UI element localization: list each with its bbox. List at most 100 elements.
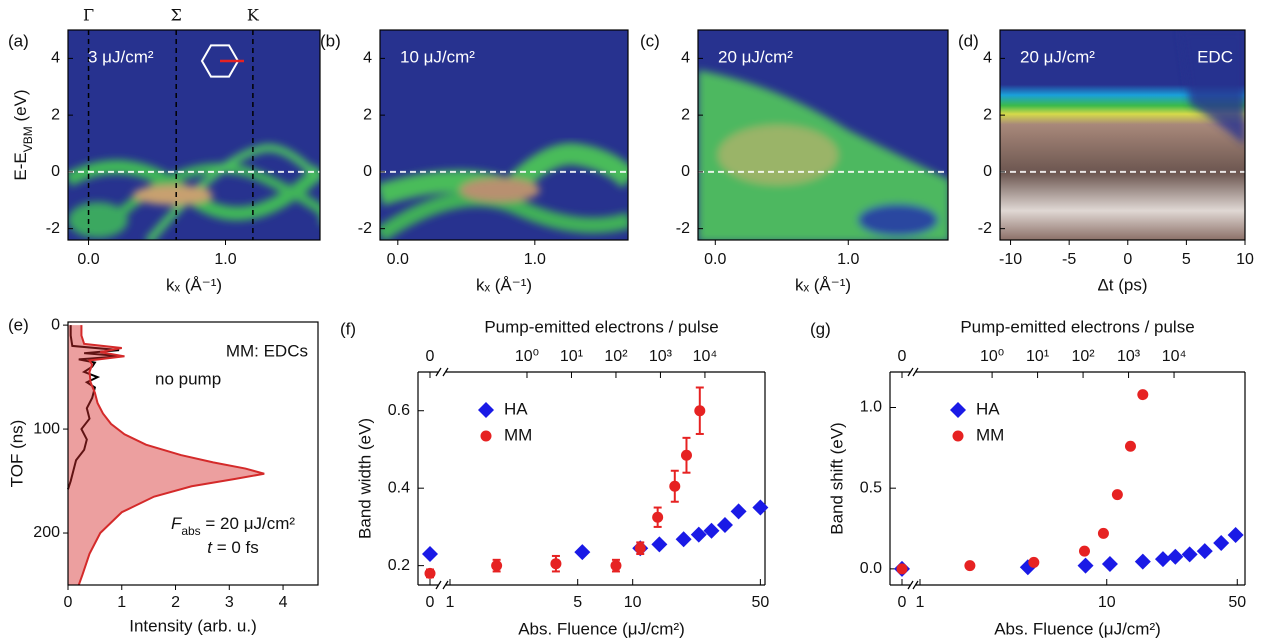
- intensity: [133, 185, 213, 205]
- x2-tick-label: 10¹: [560, 348, 583, 365]
- point: [1213, 535, 1230, 552]
- y-tick-label: -2: [46, 220, 60, 237]
- point: [669, 480, 681, 492]
- y-axis-label: Band width (eV): [355, 418, 374, 539]
- point: [1196, 543, 1213, 560]
- y-axis-label: TOF (ns): [7, 420, 26, 488]
- point: [491, 560, 503, 572]
- y-tick-label: 4: [983, 50, 992, 67]
- x-tick-label: 0: [898, 594, 907, 611]
- x-tick-label: 5: [573, 594, 582, 611]
- axis-break: [442, 580, 449, 590]
- y-axis-label-part: E-E: [11, 152, 30, 180]
- y-tick-label: 0.4: [388, 479, 410, 496]
- x-tick-label: 50: [751, 594, 769, 611]
- point: [652, 511, 664, 523]
- y-tick-label: 2: [983, 106, 992, 123]
- y-tick-label: 4: [51, 50, 60, 67]
- x-tick-label: -10: [999, 251, 1022, 268]
- point: [1227, 526, 1244, 543]
- y-tick-label: 100: [33, 420, 60, 437]
- y-tick-label: 4: [363, 50, 372, 67]
- x-tick-label: 1.0: [837, 251, 859, 268]
- x-tick-label: -5: [1062, 251, 1076, 268]
- y-tick-label: 0: [681, 163, 690, 180]
- point: [1154, 551, 1171, 568]
- frame: [379, 29, 629, 241]
- legend-marker: [950, 402, 966, 418]
- intensity: [858, 204, 938, 236]
- x-axis-label: Abs. Fluence (μJ/cm²): [518, 619, 685, 638]
- panel-label: (d): [958, 31, 979, 50]
- x2-tick-label: 10³: [649, 348, 673, 365]
- point: [574, 544, 591, 561]
- x2-tick-label: 10³: [1117, 348, 1141, 365]
- point: [675, 531, 692, 548]
- point: [1124, 440, 1136, 452]
- legend-marker: [478, 402, 494, 418]
- point: [1028, 556, 1040, 568]
- point: [690, 526, 707, 543]
- y-tick-label: 2: [363, 106, 372, 123]
- point: [424, 567, 436, 579]
- x-tick-label: 4: [279, 594, 288, 611]
- heatmap: [698, 30, 948, 240]
- frame: [67, 321, 319, 586]
- heatmap: [68, 30, 320, 240]
- legend-marker: [952, 430, 964, 442]
- intensity: [460, 178, 540, 202]
- frame: [67, 29, 321, 241]
- x2-tick-label: 10²: [1072, 348, 1096, 365]
- x2-axis-label: Pump-emitted electrons / pulse: [960, 317, 1194, 336]
- annotation: Fabs = 20 μJ/cm²: [171, 514, 295, 538]
- x-tick-label: 10: [1236, 251, 1254, 268]
- panel-label: (c): [640, 31, 660, 50]
- legend-label: HA: [504, 399, 528, 418]
- point: [694, 405, 706, 417]
- point: [1101, 556, 1118, 573]
- y-tick-label: -2: [358, 220, 372, 237]
- annotation-part: F: [171, 514, 183, 533]
- point: [634, 542, 646, 554]
- x-tick-label: 0: [1123, 251, 1132, 268]
- point: [752, 499, 769, 516]
- point: [1181, 546, 1198, 563]
- annotation: 3 μJ/cm²: [88, 47, 154, 66]
- symmetry-label: K: [247, 6, 260, 25]
- point: [651, 536, 668, 553]
- heatmap: [380, 30, 628, 240]
- axis-break: [435, 580, 442, 590]
- point: [730, 503, 747, 520]
- intensity: [68, 202, 128, 238]
- brillouin-zone: [200, 44, 240, 78]
- x-axis-label: Intensity (arb. u.): [129, 616, 257, 635]
- x-tick-label: 5: [1182, 251, 1191, 268]
- x-tick-label: 1: [916, 594, 925, 611]
- y-tick-label: 0.0: [860, 560, 882, 577]
- y-tick-label: 0.6: [388, 402, 410, 419]
- panel-label: (g): [810, 319, 831, 338]
- axis-break: [912, 367, 919, 377]
- x-tick-label: 1: [117, 594, 126, 611]
- intensity: [1180, 30, 1245, 145]
- x2-tick-label: 10⁴: [693, 348, 718, 365]
- annotation: 20 μJ/cm²: [718, 47, 793, 66]
- point: [550, 558, 562, 570]
- x2-tick-label: 10⁴: [1162, 348, 1187, 365]
- annotation: 10 μJ/cm²: [400, 47, 475, 66]
- annotation-part: t: [207, 538, 213, 557]
- legend-marker: [480, 430, 492, 442]
- frame: [999, 29, 1246, 241]
- x2-tick-label: 10⁰: [515, 348, 539, 365]
- intensity: [718, 125, 838, 185]
- x-tick-label: 0: [426, 594, 435, 611]
- point: [716, 516, 733, 533]
- panel-label: (b): [320, 31, 341, 50]
- y-axis-label: Band shift (eV): [827, 422, 846, 534]
- point: [1078, 545, 1090, 557]
- heatmap-bands: [380, 143, 628, 240]
- x-tick-label: 0.0: [77, 251, 99, 268]
- annotation: 20 μJ/cm²: [1020, 47, 1095, 66]
- y-tick-label: 200: [33, 524, 60, 541]
- y-axis-label: E-EVBM (eV): [11, 89, 35, 180]
